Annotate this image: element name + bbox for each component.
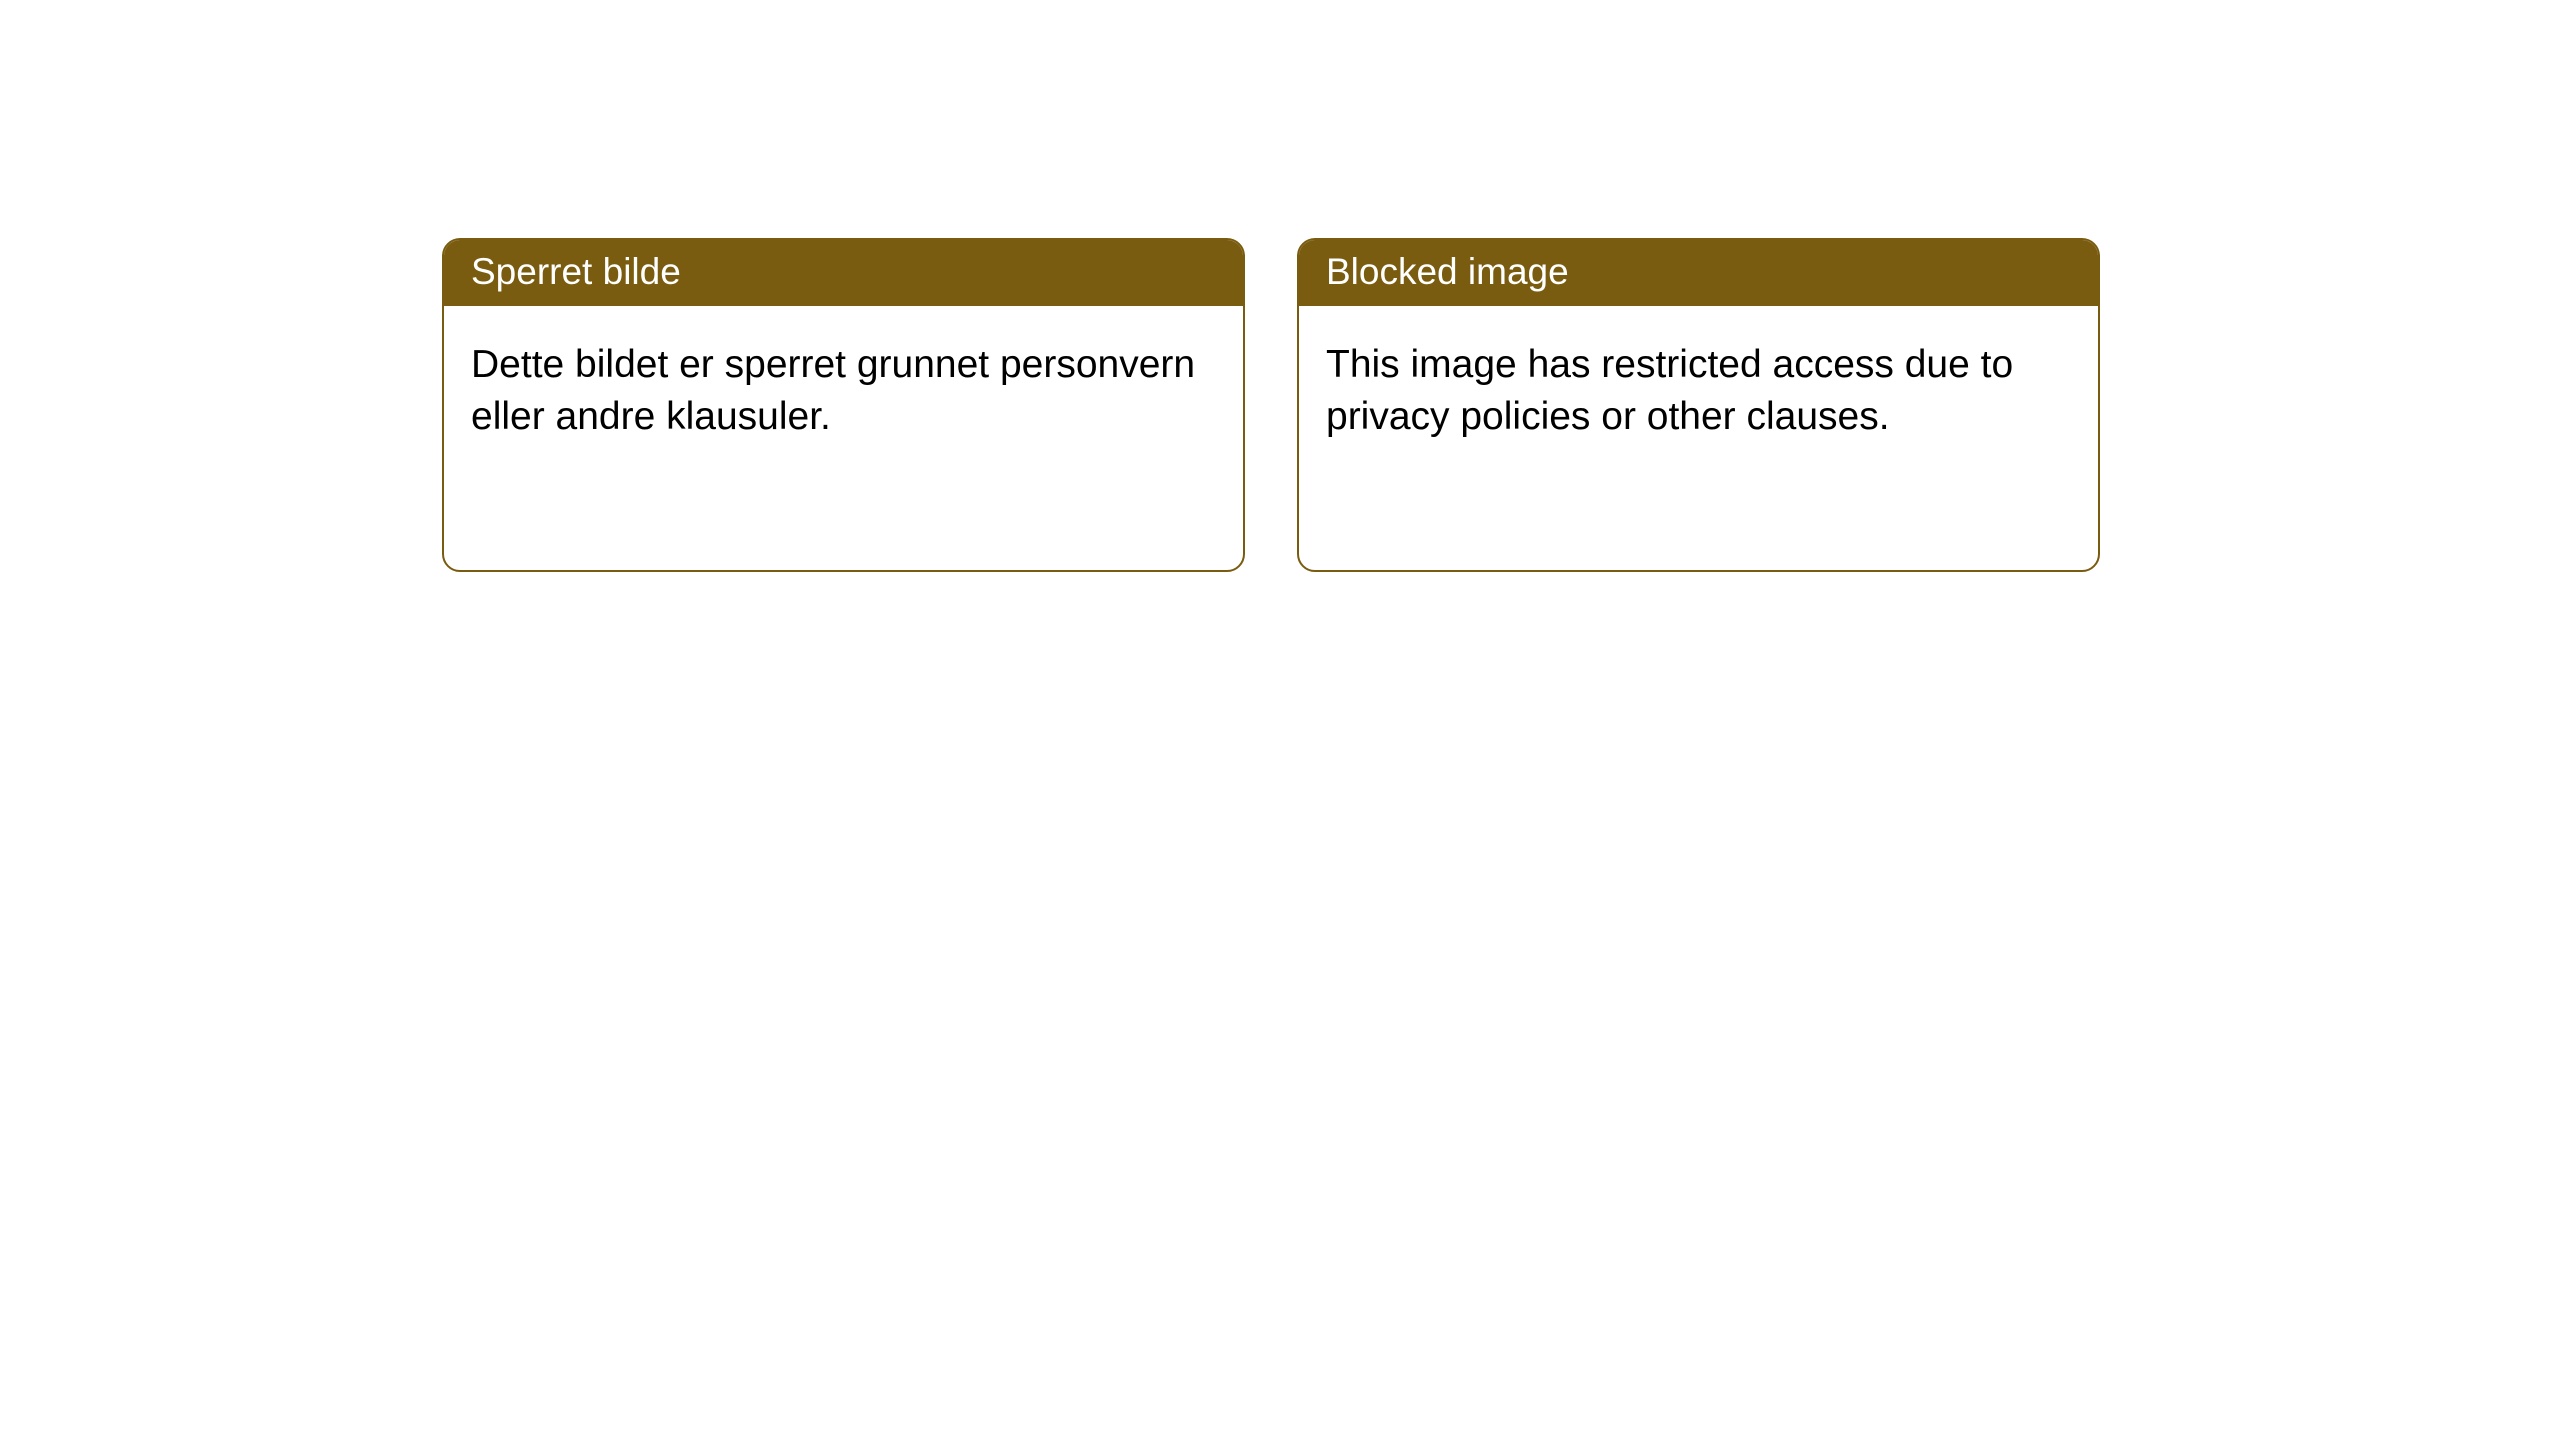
notice-title-english: Blocked image [1299, 240, 2098, 306]
notice-card-english: Blocked image This image has restricted … [1297, 238, 2100, 572]
notice-body-english: This image has restricted access due to … [1299, 306, 2098, 470]
notice-body-norwegian: Dette bildet er sperret grunnet personve… [444, 306, 1243, 470]
notice-card-norwegian: Sperret bilde Dette bildet er sperret gr… [442, 238, 1245, 572]
notice-title-norwegian: Sperret bilde [444, 240, 1243, 306]
notice-container: Sperret bilde Dette bildet er sperret gr… [0, 0, 2560, 572]
